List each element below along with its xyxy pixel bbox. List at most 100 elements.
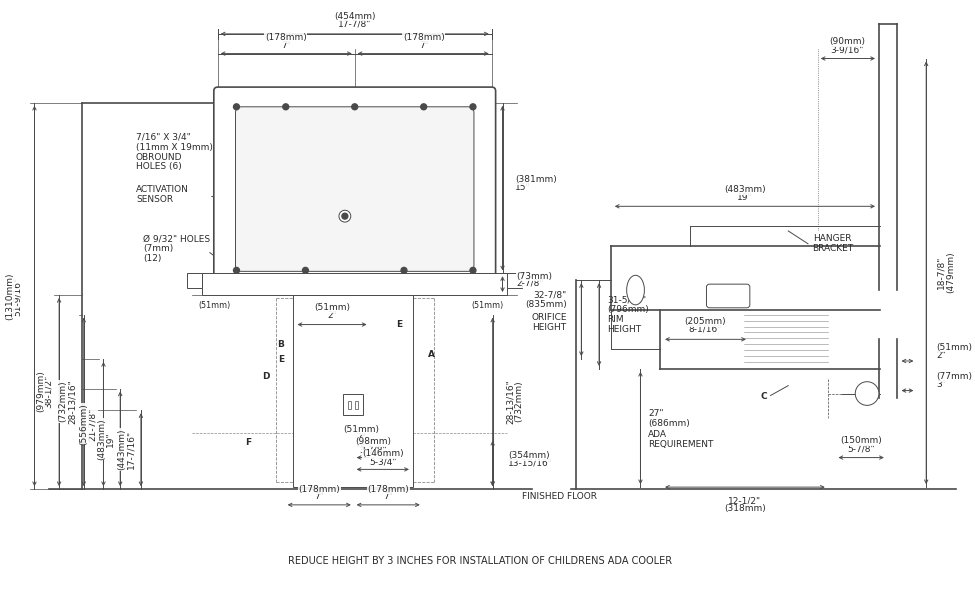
Text: 3-7/8": 3-7/8"	[360, 445, 387, 454]
Text: ORIFICE: ORIFICE	[531, 313, 566, 322]
Text: 17-7/8": 17-7/8"	[338, 19, 371, 28]
Text: 13-15/16": 13-15/16"	[508, 459, 553, 468]
Text: 17-7/16": 17-7/16"	[127, 430, 136, 469]
Text: (73mm): (73mm)	[517, 272, 552, 281]
Text: REQUIREMENT: REQUIREMENT	[648, 440, 714, 449]
Text: HEIGHT: HEIGHT	[532, 323, 566, 332]
Text: REDUCE HEIGHT BY 3 INCHES FOR INSTALLATION OF CHILDRENS ADA COOLER: REDUCE HEIGHT BY 3 INCHES FOR INSTALLATI…	[288, 556, 672, 566]
Text: SENSOR: SENSOR	[136, 195, 174, 204]
Text: (51mm): (51mm)	[199, 302, 231, 310]
Text: E: E	[278, 355, 284, 363]
Text: C: C	[760, 392, 767, 401]
Text: (11mm X 19mm): (11mm X 19mm)	[136, 143, 213, 152]
Text: (381mm): (381mm)	[516, 175, 557, 184]
Text: 7": 7"	[383, 492, 393, 501]
Bar	[355, 402, 358, 409]
Text: (77mm): (77mm)	[936, 372, 972, 381]
Circle shape	[283, 104, 289, 110]
Text: 2": 2"	[936, 350, 946, 360]
Text: (51mm): (51mm)	[343, 425, 379, 435]
Text: 19": 19"	[737, 193, 753, 202]
Text: HEIGHT: HEIGHT	[607, 325, 642, 334]
Text: (51mm): (51mm)	[472, 302, 504, 310]
Text: 51-9/16": 51-9/16"	[14, 276, 22, 316]
Text: B: B	[277, 340, 285, 349]
Text: 38-1/2": 38-1/2"	[44, 375, 53, 408]
Text: (150mm): (150mm)	[840, 436, 882, 445]
Text: (732mm): (732mm)	[58, 380, 67, 422]
FancyBboxPatch shape	[214, 87, 495, 277]
Text: 12-1/2": 12-1/2"	[728, 497, 761, 505]
Text: 7": 7"	[314, 492, 324, 501]
Bar	[343, 393, 363, 415]
Text: (479mm): (479mm)	[947, 252, 956, 293]
Text: (732mm): (732mm)	[515, 380, 524, 422]
Circle shape	[470, 104, 476, 110]
Text: HANGER: HANGER	[813, 234, 852, 243]
Bar	[507, 273, 523, 288]
Text: (979mm): (979mm)	[36, 370, 45, 412]
Circle shape	[342, 213, 348, 219]
Circle shape	[234, 267, 240, 273]
Text: 21-7/8": 21-7/8"	[88, 408, 98, 441]
Text: HOLES (6): HOLES (6)	[136, 163, 181, 171]
Bar	[202, 273, 507, 295]
Circle shape	[470, 267, 476, 273]
Text: ACTIVATION: ACTIVATION	[136, 185, 189, 194]
Text: RIM: RIM	[607, 315, 624, 324]
Text: (556mm): (556mm)	[79, 403, 89, 445]
Text: (454mm): (454mm)	[334, 12, 375, 21]
Text: (354mm): (354mm)	[508, 451, 550, 460]
Circle shape	[352, 104, 358, 110]
Text: 8-1/16": 8-1/16"	[688, 325, 722, 334]
Circle shape	[421, 104, 427, 110]
Bar	[348, 402, 351, 409]
Text: E: E	[396, 320, 402, 329]
Text: (1310mm): (1310mm)	[5, 272, 15, 320]
Text: (483mm): (483mm)	[97, 418, 106, 459]
Ellipse shape	[627, 275, 644, 305]
Text: (318mm): (318mm)	[724, 504, 765, 513]
Text: 28-13/16": 28-13/16"	[67, 379, 76, 423]
Text: ADA: ADA	[648, 431, 667, 439]
Text: (483mm): (483mm)	[724, 185, 765, 194]
Text: 19": 19"	[106, 431, 115, 446]
Text: (205mm): (205mm)	[684, 317, 726, 326]
Text: 18-7/8": 18-7/8"	[936, 256, 946, 289]
Text: (178mm): (178mm)	[298, 485, 340, 494]
Text: (178mm): (178mm)	[265, 34, 306, 42]
Text: (98mm): (98mm)	[356, 437, 391, 446]
Text: (51mm): (51mm)	[314, 303, 350, 312]
Text: 2-7/8": 2-7/8"	[517, 279, 544, 287]
Circle shape	[234, 104, 240, 110]
Text: (796mm): (796mm)	[607, 305, 648, 315]
Text: 27": 27"	[648, 409, 664, 418]
Text: Ø 9/32" HOLES: Ø 9/32" HOLES	[143, 234, 210, 243]
Text: (443mm): (443mm)	[118, 429, 127, 471]
Text: 6-3/8": 6-3/8"	[285, 145, 312, 154]
Text: (7mm): (7mm)	[143, 244, 174, 253]
FancyBboxPatch shape	[236, 107, 474, 272]
Text: A: A	[428, 350, 435, 359]
Text: (51mm): (51mm)	[936, 343, 972, 352]
Text: 6-3/8": 6-3/8"	[397, 145, 425, 154]
Text: D: D	[262, 372, 270, 381]
Circle shape	[302, 267, 308, 273]
Text: OBROUND: OBROUND	[136, 153, 182, 161]
FancyBboxPatch shape	[707, 284, 750, 308]
Text: 15": 15"	[516, 183, 531, 192]
Text: 2": 2"	[357, 434, 367, 442]
Text: (178mm): (178mm)	[403, 34, 445, 42]
Text: 7/16" X 3/4": 7/16" X 3/4"	[136, 133, 191, 142]
Text: (178mm): (178mm)	[368, 485, 410, 494]
Text: 3": 3"	[936, 380, 946, 389]
Text: (686mm): (686mm)	[648, 419, 690, 428]
Bar	[187, 273, 202, 288]
Text: (146mm): (146mm)	[363, 449, 404, 458]
Circle shape	[339, 210, 351, 222]
Text: (162mm): (162mm)	[390, 137, 432, 146]
Text: 5-7/8": 5-7/8"	[847, 444, 875, 453]
Text: 28-13/16": 28-13/16"	[505, 379, 515, 423]
Circle shape	[401, 267, 407, 273]
Text: 2": 2"	[328, 311, 337, 320]
